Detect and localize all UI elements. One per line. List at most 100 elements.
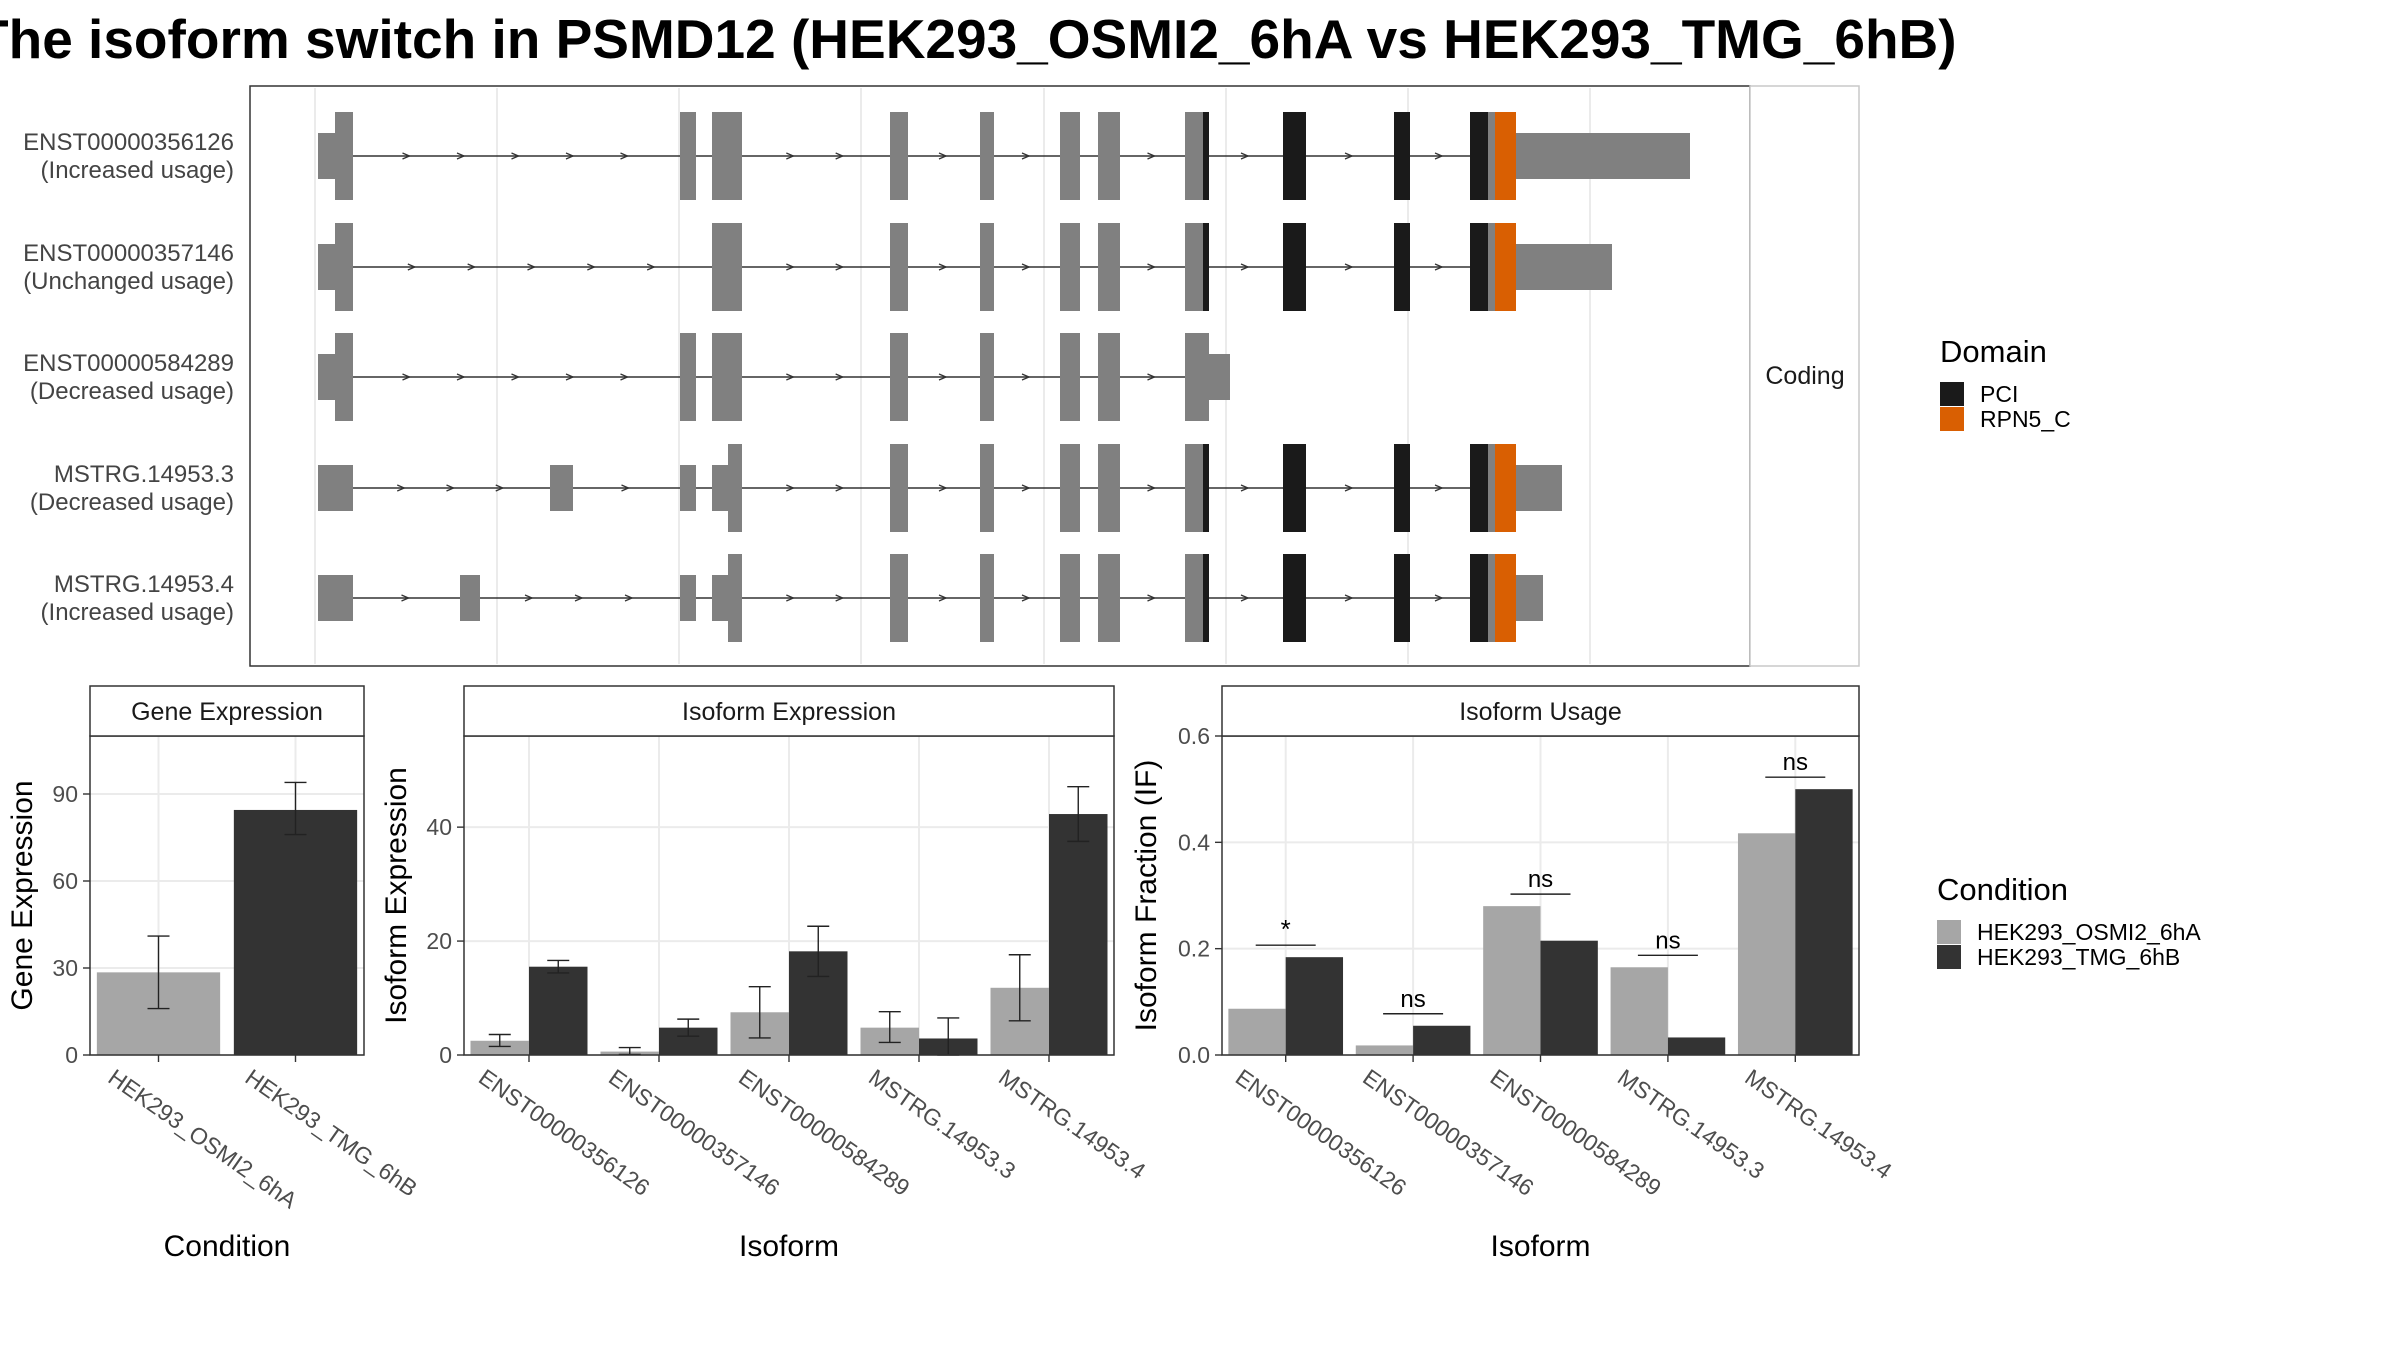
coding-exon — [728, 554, 742, 642]
coding-exon — [1060, 444, 1080, 532]
coding-exon — [712, 112, 742, 200]
y-tick-label: 0.4 — [1178, 829, 1210, 855]
y-tick-label: 90 — [52, 781, 78, 807]
coding-exon — [890, 554, 908, 642]
intron-arrow — [1434, 484, 1444, 492]
significance-label: ns — [1528, 866, 1553, 893]
intron-arrow — [620, 152, 630, 160]
legend-label: HEK293_TMG_6hB — [1977, 944, 2180, 970]
bar — [1540, 940, 1598, 1055]
y-tick-label: 20 — [426, 928, 452, 954]
intron-arrow — [1434, 152, 1444, 160]
intron-arrow — [621, 484, 631, 492]
pci-domain-exon — [1470, 223, 1488, 311]
bar — [1049, 814, 1108, 1055]
coding-exon — [1185, 444, 1203, 532]
pci-domain-exon — [1203, 444, 1209, 532]
x-axis-title: Condition — [164, 1230, 291, 1263]
intron-arrow — [620, 373, 630, 381]
utr-exon — [680, 465, 696, 511]
significance-label: ns — [1655, 927, 1680, 954]
coding-exon — [890, 333, 908, 421]
transcript-id-label: ENST00000584289 — [23, 350, 234, 377]
intron-arrow — [402, 373, 412, 381]
facet-strip-label: Isoform Usage — [1459, 698, 1622, 726]
pci-domain-exon — [1283, 554, 1306, 642]
coding-exon — [335, 223, 353, 311]
intron-arrow — [624, 594, 634, 602]
intron-arrow — [646, 263, 656, 271]
figure-title: The isoform switch in PSMD12 (HEK293_OSM… — [0, 8, 1957, 70]
y-tick-label: 0.2 — [1178, 936, 1210, 962]
coding-exon — [712, 223, 742, 311]
error-bar — [807, 925, 830, 978]
coding-exon — [728, 444, 742, 532]
intron-arrow — [574, 594, 584, 602]
intron-arrow — [565, 373, 575, 381]
x-axis-title: Isoform — [1490, 1230, 1590, 1263]
bar — [1285, 957, 1344, 1055]
intron-arrow — [1021, 263, 1031, 271]
y-axis-title: Isoform Fraction (IF) — [1130, 760, 1163, 1032]
transcript-id-label: MSTRG.14953.4 — [54, 571, 234, 598]
error-bar — [1008, 954, 1031, 1022]
intron-arrow — [938, 152, 948, 160]
bar — [1610, 967, 1668, 1055]
intron-arrow — [511, 373, 521, 381]
legend-label: HEK293_OSMI2_6hA — [1977, 919, 2201, 945]
intron-arrow — [511, 152, 521, 160]
transcript-panel: Coding ENST00000356126(Increased usage)E… — [23, 85, 1860, 667]
utr-exon — [318, 575, 353, 621]
intron-arrow — [1147, 594, 1157, 602]
utr-exon — [550, 465, 573, 511]
pci-domain-exon — [1283, 444, 1306, 532]
intron-arrow — [938, 373, 948, 381]
legend-swatch — [1940, 407, 1964, 431]
facet-strip — [1749, 85, 1860, 667]
coding-exon — [980, 223, 994, 311]
pci-domain-exon — [1203, 112, 1209, 200]
intron-arrow — [1147, 263, 1157, 271]
intron-arrow — [467, 263, 477, 271]
intron-arrow — [446, 484, 456, 492]
transcript-track — [318, 223, 1612, 311]
y-tick-label: 60 — [52, 868, 78, 894]
coding-exon — [980, 554, 994, 642]
utr-exon — [460, 575, 480, 621]
bar — [1483, 906, 1541, 1055]
bar — [1795, 789, 1853, 1055]
intron-arrow — [1344, 152, 1354, 160]
utr-exon — [1516, 465, 1562, 511]
bar — [233, 809, 358, 1055]
rpn5c-domain-exon — [1495, 554, 1516, 642]
intron-arrow — [938, 594, 948, 602]
error-bar — [748, 985, 771, 1039]
coding-exon — [712, 333, 742, 421]
utr-exon — [1516, 244, 1612, 290]
intron-arrow — [587, 263, 596, 271]
coding-exon — [980, 444, 994, 532]
coding-exon — [680, 112, 696, 200]
coding-exon — [890, 444, 908, 532]
pci-domain-exon — [1470, 444, 1488, 532]
intron-arrow — [1434, 263, 1444, 271]
pci-domain-exon — [1394, 112, 1410, 200]
coding-exon — [1488, 223, 1495, 311]
utr-exon — [1516, 133, 1690, 179]
bar — [1737, 833, 1796, 1055]
facet-strip — [89, 685, 365, 737]
error-bar — [488, 1033, 511, 1048]
y-tick-label: 0.0 — [1178, 1042, 1210, 1068]
transcript-track — [318, 333, 1230, 421]
legend-title: Domain — [1940, 334, 2047, 369]
error-bar — [878, 1011, 901, 1044]
pci-domain-exon — [1203, 223, 1209, 311]
facet-strip-label: Gene Expression — [131, 698, 323, 726]
y-tick-label: 30 — [52, 955, 78, 981]
coding-exon — [1098, 112, 1120, 200]
intron-arrow — [456, 373, 466, 381]
bar — [1228, 1008, 1286, 1055]
intron-arrow — [786, 373, 795, 381]
coding-exon — [890, 112, 908, 200]
